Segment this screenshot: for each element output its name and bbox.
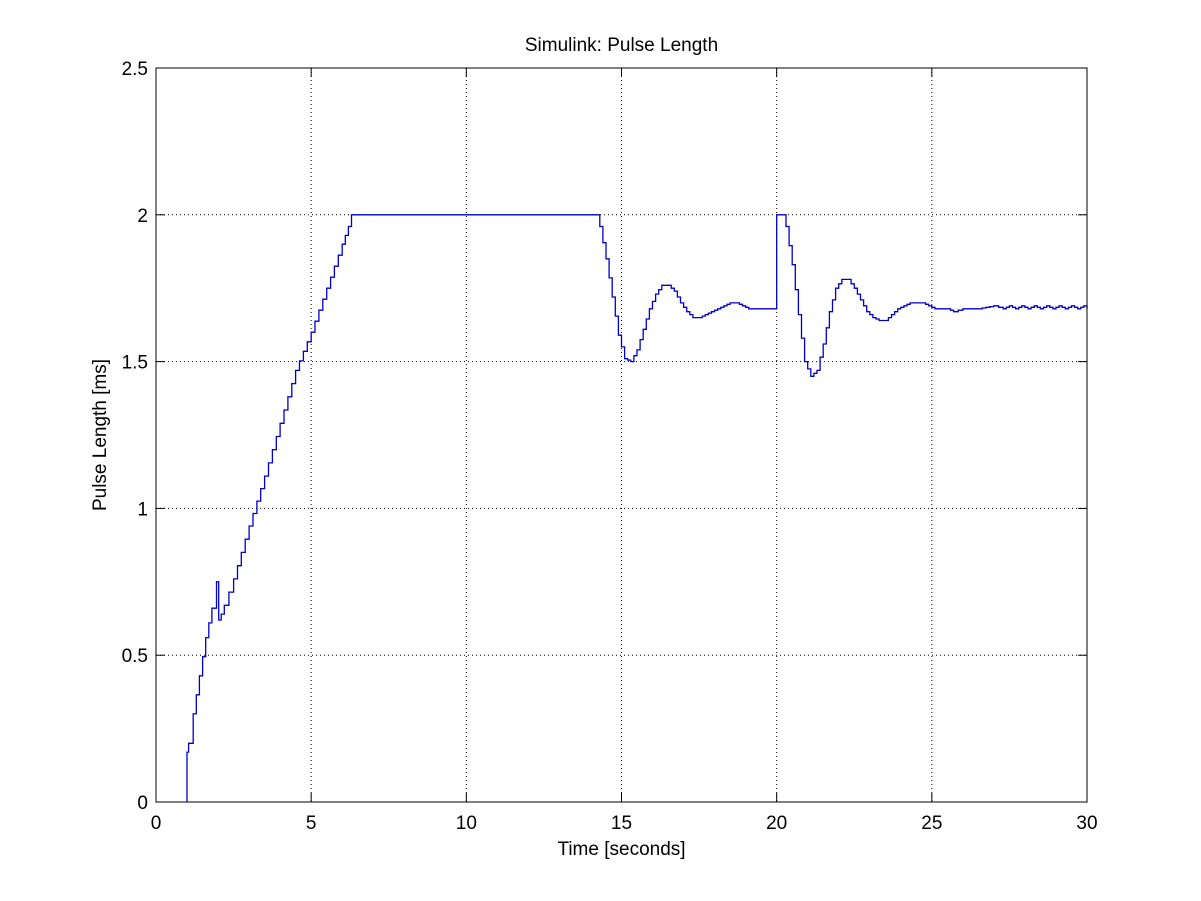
x-tick-label: 15	[611, 813, 632, 834]
y-tick-label: 0	[137, 793, 148, 814]
series-line	[186, 214, 1088, 802]
y-axis-title: Pulse Length [ms]	[90, 359, 111, 511]
y-tick-label: 1.5	[122, 353, 148, 374]
ticks: 0 5 10 15 20 25 30 0 0.5 1 1.5 2 2.5	[122, 59, 1098, 834]
series-layer	[186, 214, 1088, 802]
x-tick-label: 0	[151, 813, 162, 834]
y-tick-label: 2.5	[122, 59, 148, 80]
y-tick-label: 2	[137, 206, 148, 227]
x-tick-label: 5	[306, 813, 317, 834]
x-tick-label: 25	[921, 813, 942, 834]
x-tick-label: 30	[1076, 813, 1097, 834]
plot-area	[156, 68, 1087, 802]
y-tick-label: 0.5	[122, 646, 148, 667]
x-tick-label: 20	[766, 813, 787, 834]
x-tick-label: 10	[456, 813, 477, 834]
x-axis-title: Time [seconds]	[557, 839, 685, 860]
chart-title: Simulink: Pulse Length	[525, 35, 718, 56]
y-tick-label: 1	[137, 499, 148, 520]
